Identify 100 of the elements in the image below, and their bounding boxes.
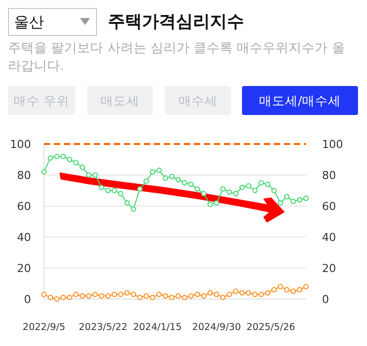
point — [60, 154, 66, 160]
point — [41, 169, 47, 175]
point — [207, 290, 213, 296]
point — [92, 172, 98, 178]
y2-tick-label: 60 — [322, 200, 336, 213]
y2-tick-label: 20 — [322, 262, 336, 275]
y-tick-label: 60 — [17, 200, 31, 213]
point — [182, 294, 188, 300]
point — [130, 206, 136, 212]
point — [150, 169, 156, 175]
point — [182, 180, 188, 186]
point — [303, 284, 309, 290]
y-tick-label: 0 — [24, 293, 31, 306]
point — [162, 175, 168, 181]
y2-tick-label: 100 — [322, 138, 343, 151]
point — [258, 292, 264, 298]
point — [175, 176, 181, 182]
point — [169, 174, 175, 180]
point — [137, 294, 143, 300]
x-tick-label: 2024/9/30 — [192, 322, 241, 333]
point — [156, 168, 162, 174]
chart-subtitle: 주택을 팔기보다 사려는 심리가 클수록 매수우위지수가 올라갑니다. — [8, 41, 345, 74]
point — [175, 293, 181, 299]
point — [86, 293, 92, 299]
point — [246, 290, 252, 296]
point — [194, 292, 200, 298]
point — [226, 292, 232, 298]
point — [124, 290, 130, 296]
point — [290, 288, 296, 294]
x-tick-label: 2024/1/15 — [133, 322, 182, 333]
point — [188, 182, 194, 187]
point — [220, 186, 226, 192]
point — [98, 293, 104, 299]
point — [48, 294, 54, 300]
x-tick-label: 2025/5/26 — [246, 322, 296, 333]
point — [284, 287, 290, 292]
point — [271, 188, 277, 194]
point — [48, 155, 54, 161]
y-tick-label: 100 — [10, 138, 31, 151]
point — [264, 182, 270, 187]
point — [98, 184, 104, 190]
point — [112, 188, 117, 194]
point — [144, 178, 149, 184]
point — [92, 292, 98, 298]
text: 매도세 — [100, 93, 140, 108]
point — [188, 293, 194, 299]
point — [66, 294, 72, 300]
point — [130, 292, 136, 298]
point — [252, 188, 258, 194]
point — [80, 293, 86, 299]
point — [150, 294, 156, 300]
point — [80, 164, 86, 170]
point — [278, 284, 284, 290]
point — [86, 172, 92, 178]
point — [60, 294, 66, 300]
y-tick-label: 20 — [17, 262, 31, 275]
point — [214, 200, 220, 206]
point — [278, 200, 284, 206]
point — [271, 287, 277, 292]
y2-tick-label: 40 — [322, 231, 336, 244]
point — [54, 154, 60, 160]
point — [264, 290, 270, 296]
text: 울산 — [14, 13, 44, 31]
point — [258, 180, 264, 186]
point — [290, 198, 296, 204]
point — [118, 190, 124, 196]
point — [233, 190, 238, 196]
point — [284, 194, 290, 200]
point — [207, 202, 213, 208]
point — [226, 189, 232, 195]
point — [239, 290, 245, 296]
y-tick-label: 40 — [17, 231, 31, 244]
point — [239, 184, 245, 190]
point — [214, 292, 220, 298]
point — [73, 292, 79, 298]
point — [252, 292, 258, 298]
point — [194, 186, 200, 192]
point — [105, 293, 111, 299]
point — [144, 293, 149, 299]
point — [137, 186, 143, 192]
point — [156, 292, 162, 298]
point — [296, 287, 302, 292]
point — [169, 294, 175, 300]
x-tick-label: 2023/5/22 — [78, 322, 128, 333]
y-tick-label: 80 — [17, 169, 31, 182]
y2-tick-label: 80 — [322, 169, 336, 182]
y2-tick-label: 0 — [322, 293, 329, 306]
text: 매도세/매수세 — [258, 93, 342, 108]
text: 매수 우위 — [14, 93, 70, 108]
point — [246, 183, 252, 189]
point — [296, 197, 302, 202]
text: 매수세 — [178, 93, 218, 108]
point — [220, 294, 226, 300]
point — [73, 160, 79, 166]
point — [112, 292, 117, 298]
point — [162, 293, 168, 299]
point — [201, 190, 206, 196]
point — [118, 292, 124, 298]
x-tick-label: 2022/9/5 — [22, 322, 66, 333]
chart-title: 주택가격심리지수 — [108, 12, 244, 32]
